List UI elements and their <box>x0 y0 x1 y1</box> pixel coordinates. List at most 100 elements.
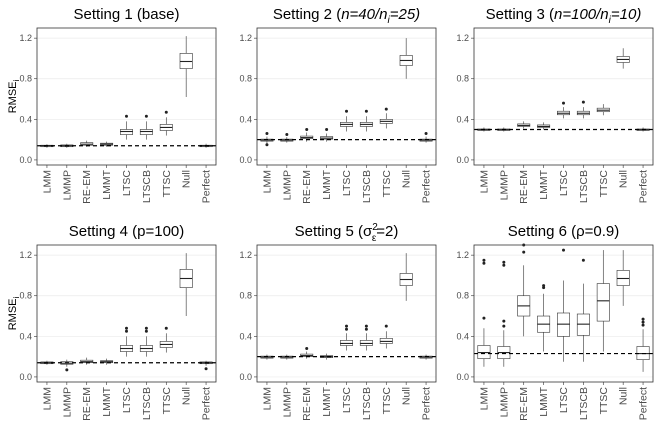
y-axis-label-text: RMSE <box>7 82 19 114</box>
xtick-label: RE-EM <box>81 170 93 204</box>
box-LTSC <box>557 101 570 119</box>
xtick-label: LTSCB <box>578 387 590 420</box>
xtick-label: LMMP <box>498 170 510 200</box>
xtick-label: Perfect <box>201 170 213 203</box>
box-LMMT <box>537 122 551 130</box>
xtick-label: Null <box>181 387 193 405</box>
panel-title: Setting 2 (n=40/ni=25) <box>273 6 420 26</box>
xtick-label: RE-EM <box>81 387 93 421</box>
ytick-label: 1.2 <box>239 33 252 43</box>
ytick-label: 0.4 <box>239 331 252 341</box>
xtick-label: Null <box>618 170 630 188</box>
ytick-label: 1.2 <box>456 33 469 43</box>
xtick-label: LTSC <box>341 387 353 413</box>
outlier-point <box>144 326 148 330</box>
box-Null <box>179 253 193 317</box>
outlier-point <box>345 324 348 328</box>
ytick-label: 1.2 <box>19 250 32 260</box>
box-LTSCB <box>139 114 153 140</box>
outlier-point <box>641 317 645 321</box>
panel-5: Setting 5 (σ2 ε=2) 0.0 0.4 0.8 1.2 LMM LMMP RE-E… <box>239 222 437 421</box>
ytick-label: 0.0 <box>456 155 469 165</box>
xtick-label: TTSC <box>161 387 173 415</box>
title-text: Setting 2 ( <box>273 6 341 23</box>
panel-border <box>256 27 437 166</box>
ytick-label: 0.8 <box>456 74 469 84</box>
xtick-label: LTSC <box>341 170 353 196</box>
box-TTSC <box>379 324 393 349</box>
box-LMMT <box>537 284 551 352</box>
box-Perfect <box>419 132 433 143</box>
outlier-point <box>125 326 128 330</box>
xtick-label: LTSCB <box>141 387 153 420</box>
y-axis-label-text: RMSE <box>7 299 19 331</box>
box-Null <box>616 48 630 69</box>
ytick-label: 1.2 <box>239 250 252 260</box>
box-LTSC <box>340 109 353 132</box>
outlier-point <box>502 324 506 328</box>
title-sup: 2 <box>372 222 378 233</box>
box-Null <box>179 36 193 98</box>
outlier-point <box>285 133 289 137</box>
y-axis-label: RMSEi <box>7 297 21 331</box>
outlier-point <box>65 368 69 372</box>
title-sub: i <box>387 15 390 26</box>
title-tail: =10) <box>611 6 641 23</box>
panel-border <box>473 27 654 166</box>
ytick-label: 0.4 <box>239 114 252 124</box>
box-LTSC <box>340 324 353 351</box>
outlier-point <box>424 132 428 136</box>
xtick-label: LTSC <box>558 387 570 413</box>
xtick-label: LTSCB <box>141 170 153 203</box>
box-TTSC <box>379 107 393 129</box>
xtick-label: Null <box>181 170 193 188</box>
box-RE-EM <box>300 127 314 142</box>
box-TTSC <box>159 110 173 136</box>
xtick-label: RE-EM <box>301 387 313 421</box>
xtick-label: LMM <box>478 170 490 193</box>
outlier-point <box>164 110 168 114</box>
xtick-label: RE-EM <box>301 170 313 204</box>
outlier-point <box>364 324 368 328</box>
panel-4: Setting 4 (p=100) 0.0 0.4 0.8 1.2 LMM LMMP RE-E… <box>7 223 217 421</box>
box-Null <box>399 253 413 301</box>
y-axis-label-sub: i <box>12 297 21 299</box>
title-sub: ε <box>372 233 377 244</box>
box-LMM <box>477 258 491 367</box>
outlier-point <box>164 326 168 330</box>
title-tail: =25) <box>390 6 420 23</box>
xtick-label: LMMT <box>101 386 113 416</box>
ytick-label: 1.2 <box>456 250 469 260</box>
box-LTSC <box>120 326 133 357</box>
xtick-label: LMM <box>261 170 273 193</box>
panel-title: Setting 1 (base) <box>74 6 180 23</box>
panel-1: Setting 1 (base) 0.0 0.4 0.8 1.2 LMM LMMP RE-EM… <box>7 6 217 204</box>
xtick-label: LMMT <box>101 169 113 199</box>
xtick-label: LMMP <box>61 170 73 200</box>
panel-title: Setting 5 (σ2 ε=2) <box>295 222 399 244</box>
box-Perfect <box>636 317 650 372</box>
box-RE-EM <box>517 243 531 337</box>
outlier-point <box>125 114 128 118</box>
box-LTSCB <box>576 258 590 362</box>
xtick-label: Null <box>618 387 630 405</box>
ytick-label: 0.4 <box>19 331 32 341</box>
outlier-point <box>364 109 368 113</box>
box-RE-EM <box>517 121 531 129</box>
xtick-label: Perfect <box>638 170 650 203</box>
outlier-point <box>125 329 128 333</box>
box-LTSCB <box>359 109 373 132</box>
xtick-label: LMMT <box>321 169 333 199</box>
ytick-label: 0.8 <box>19 291 32 301</box>
outlier-point <box>502 319 506 323</box>
panel-2: Setting 2 (n=40/ni=25) 0.0 0.4 0.8 1.2 LMM LMM… <box>239 6 437 204</box>
outlier-point <box>581 258 585 262</box>
box-LTSCB <box>576 100 590 119</box>
box-LTSCB <box>139 326 153 357</box>
xtick-label: RE-EM <box>518 387 530 421</box>
outlier-point <box>641 323 645 327</box>
xtick-label: LMMP <box>281 170 293 200</box>
xtick-label: TTSC <box>381 170 393 198</box>
xtick-label: LMMT <box>538 386 550 416</box>
outlier-point <box>522 250 526 254</box>
